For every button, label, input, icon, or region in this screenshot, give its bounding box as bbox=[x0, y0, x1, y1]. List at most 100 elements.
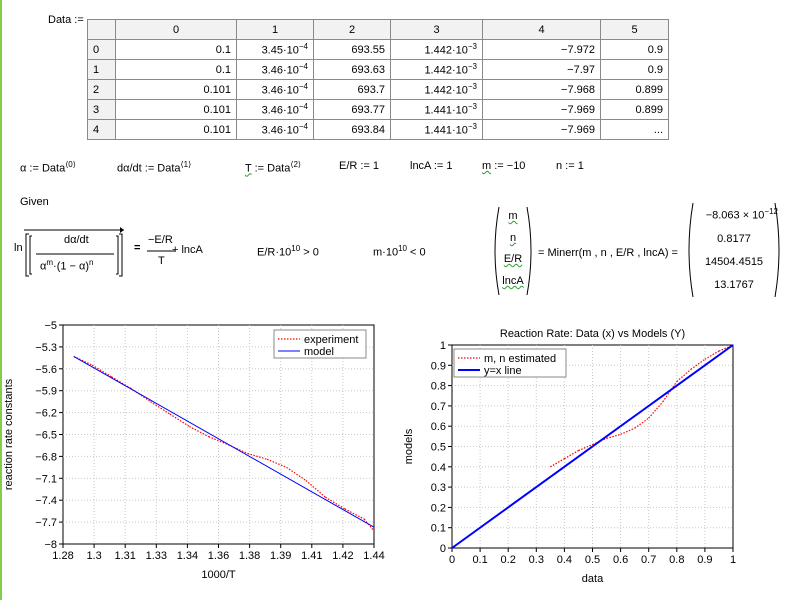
data-segment-a bbox=[620, 427, 635, 435]
rate-equation[interactable]: ln dα/dt αm·(1 − α)n = −E/R T + lncA bbox=[14, 224, 203, 284]
rhs-numerator: −E/R bbox=[148, 234, 173, 246]
result-ER: 14504.4515 bbox=[704, 256, 764, 268]
series-line-model bbox=[73, 355, 375, 528]
table-cell[interactable]: 3.46·10−4 bbox=[236, 79, 314, 100]
table-cell[interactable]: 3.46·10−4 bbox=[236, 59, 314, 80]
n-definition[interactable]: n := 1 bbox=[556, 160, 584, 172]
table-cell[interactable]: 0.101 bbox=[115, 119, 237, 140]
data-segment-a bbox=[169, 413, 190, 427]
y-tick-label: 0.3 bbox=[431, 482, 446, 494]
legend-box bbox=[273, 329, 367, 359]
x-tick-label: 0.5 bbox=[585, 554, 600, 566]
y-tick-label: 0.8 bbox=[431, 381, 446, 393]
table-row[interactable]: 1 0.1 3.46·10−4 693.63 1.442·10−3 −7.97 … bbox=[87, 59, 669, 80]
data-label: Data := bbox=[48, 14, 84, 26]
table-cell[interactable]: 0.101 bbox=[115, 79, 237, 100]
col-header: 4 bbox=[482, 19, 601, 40]
dadt-definition[interactable]: dα/dt := Data⟨1⟩ bbox=[117, 160, 192, 175]
table-cell[interactable]: 693.55 bbox=[313, 39, 391, 60]
lncA-definition[interactable]: lncA := 1 bbox=[410, 160, 453, 172]
y-tick-label: 0.1 bbox=[431, 523, 446, 535]
alpha-definition[interactable]: α := Data⟨0⟩ bbox=[20, 160, 76, 175]
x-tick-label: 1.31 bbox=[114, 550, 135, 562]
m-definition[interactable]: m := −10 bbox=[482, 160, 526, 172]
data-vs-model-plot[interactable]: 0 0.1 0.2 0.3 0.4 0.5 0.6 0.7 0.8 0.9 1 0 0.1 0.2 0.3 0… bbox=[400, 313, 800, 600]
table-cell[interactable]: −7.969 bbox=[482, 99, 601, 120]
corner-cell bbox=[87, 19, 116, 40]
x-tick-label: 1.38 bbox=[239, 550, 260, 562]
vector-n[interactable]: n bbox=[509, 232, 517, 244]
vector-ER[interactable]: E/R bbox=[503, 253, 523, 265]
minerr-expression[interactable]: = Minerr(m , n , E/R , lncA) = bbox=[538, 247, 678, 259]
y-tick-label: 0.4 bbox=[431, 462, 446, 474]
data-segment-a bbox=[606, 433, 621, 439]
col-header: 0 bbox=[115, 19, 237, 40]
y-tick-label: 0.9 bbox=[431, 360, 446, 372]
data-segment-a bbox=[592, 437, 607, 446]
data-table[interactable]: 0 1 2 3 4 5 0 0.1 3.45·10−4 693.55 1.442… bbox=[87, 19, 669, 140]
eq-equals: = bbox=[134, 242, 141, 254]
ER-definition[interactable]: E/R := 1 bbox=[339, 160, 380, 172]
vector-lncA[interactable]: lncA bbox=[502, 275, 524, 287]
table-cell[interactable]: −7.972 bbox=[482, 39, 601, 60]
table-cell[interactable]: 3.45·10−4 bbox=[236, 39, 314, 60]
table-cell[interactable]: ... bbox=[600, 119, 669, 140]
data-segment-a bbox=[266, 458, 287, 468]
data-segment-a bbox=[150, 401, 171, 415]
table-cell[interactable]: 3.46·10−4 bbox=[236, 119, 314, 140]
x-tick-label: 0.7 bbox=[641, 554, 656, 566]
given-keyword[interactable]: Given bbox=[20, 196, 49, 208]
table-header-row: 0 1 2 3 4 5 bbox=[87, 19, 669, 40]
table-row[interactable]: 0 0.1 3.45·10−4 693.55 1.442·10−3 −7.972… bbox=[87, 39, 669, 60]
table-cell[interactable]: 1.442·10−3 bbox=[390, 59, 483, 80]
col-header: 2 bbox=[313, 19, 391, 40]
y-tick-label: 0.5 bbox=[431, 442, 446, 454]
table-cell[interactable]: 0.9 bbox=[600, 59, 669, 80]
rhs-plus-term: + lncA bbox=[172, 244, 203, 256]
ER-constraint[interactable]: E/R·1010 > 0 bbox=[257, 244, 319, 259]
vector-m[interactable]: m bbox=[508, 210, 518, 222]
plot2-svg: 0 0.1 0.2 0.3 0.4 0.5 0.6 0.7 0.8 0.9 1 0 0.1 0.2 0.3 0… bbox=[403, 328, 736, 585]
y-tick-label: 0.6 bbox=[431, 421, 446, 433]
x-tick-label: 0.4 bbox=[557, 554, 572, 566]
data-segment-a bbox=[363, 518, 375, 532]
table-cell[interactable]: 693.77 bbox=[313, 99, 391, 120]
table-cell[interactable]: 0.101 bbox=[115, 99, 237, 120]
table-cell[interactable]: −7.968 bbox=[482, 79, 601, 100]
table-row[interactable]: 4 0.101 3.46·10−4 693.84 1.441·10−3 −7.9… bbox=[87, 119, 669, 140]
x-axis-label: data bbox=[582, 573, 604, 585]
data-segment-a bbox=[648, 401, 664, 419]
ln-label: ln bbox=[14, 242, 23, 254]
rate-constant-plot[interactable]: 1.28 1.3 1.31 1.33 1.34 1.36 1.38 1.39 1.41 1.42 1… bbox=[0, 313, 390, 600]
data-segment-a bbox=[286, 466, 307, 481]
table-cell[interactable]: 0.9 bbox=[600, 39, 669, 60]
x-tick-label: 0.1 bbox=[472, 554, 487, 566]
y-tick-label: −7.1 bbox=[35, 473, 57, 485]
table-row[interactable]: 3 0.101 3.46·10−4 693.77 1.441·10−3 −7.9… bbox=[87, 99, 669, 120]
row-header: 3 bbox=[87, 99, 116, 120]
table-cell[interactable]: 693.7 bbox=[313, 79, 391, 100]
table-cell[interactable]: 1.442·10−3 bbox=[390, 79, 483, 100]
y-tick-label: −5.6 bbox=[35, 364, 57, 376]
table-cell[interactable]: 0.899 bbox=[600, 79, 669, 100]
data-segment-a bbox=[676, 368, 692, 382]
table-cell[interactable]: −7.97 bbox=[482, 59, 601, 80]
vector-parens bbox=[494, 206, 532, 296]
table-cell[interactable]: 0.1 bbox=[115, 59, 237, 80]
table-cell[interactable]: 693.63 bbox=[313, 59, 391, 80]
x-tick-label: 0.9 bbox=[697, 554, 712, 566]
m-constraint[interactable]: m·1010 < 0 bbox=[373, 244, 426, 259]
table-cell[interactable]: 1.442·10−3 bbox=[390, 39, 483, 60]
table-cell[interactable]: 0.1 bbox=[115, 39, 237, 60]
x-tick-label: 1.28 bbox=[52, 550, 73, 562]
table-cell[interactable]: 0.899 bbox=[600, 99, 669, 120]
table-cell[interactable]: 1.441·10−3 bbox=[390, 119, 483, 140]
equation-brackets bbox=[24, 227, 124, 277]
table-cell[interactable]: 1.441·10−3 bbox=[390, 99, 483, 120]
T-definition[interactable]: T := Data⟨2⟩ bbox=[245, 160, 302, 175]
table-cell[interactable]: 3.46·10−4 bbox=[236, 99, 314, 120]
data-segment-a bbox=[208, 436, 229, 446]
table-cell[interactable]: −7.969 bbox=[482, 119, 601, 140]
table-row[interactable]: 2 0.101 3.46·10−4 693.7 1.442·10−3 −7.96… bbox=[87, 79, 669, 100]
table-cell[interactable]: 693.84 bbox=[313, 119, 391, 140]
